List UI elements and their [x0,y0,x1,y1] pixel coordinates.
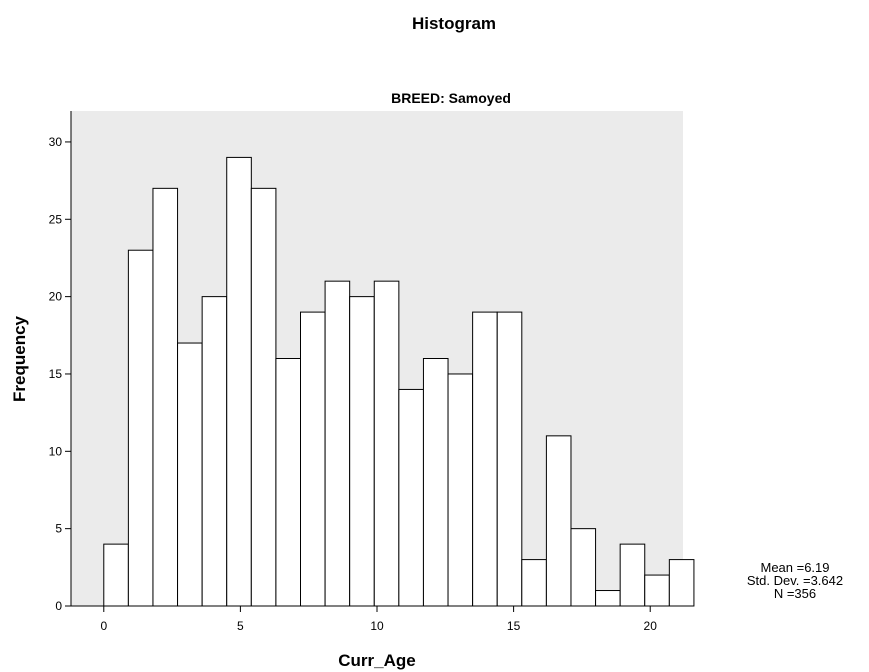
x-tick-label: 20 [644,619,658,633]
histogram-bar [152,187,179,607]
histogram-bar [570,528,597,607]
y-axis-label: Frequency [10,315,29,402]
histogram-bar [521,559,547,607]
histogram-bar [644,574,670,607]
stats-n: N =356 [773,586,817,601]
histogram-bar [250,187,277,607]
histogram-bar [103,543,129,607]
histogram-bar [275,358,301,607]
histogram-bar [349,296,375,607]
histogram-bar [545,435,572,607]
y-tick-label: 15 [49,367,63,381]
histogram-bar [127,249,154,607]
histogram-bar [668,559,695,607]
histogram-bar [300,311,326,607]
chart-subtitle: BREED: Samoyed [391,90,511,106]
y-tick-label: 25 [49,212,63,226]
x-tick-label: 10 [370,619,384,633]
stats-mean: Mean =6.19 [760,560,830,575]
histogram-bar [177,342,203,607]
histogram-bar [595,590,621,607]
x-tick-label: 15 [507,619,521,633]
y-tick-label: 10 [49,444,63,458]
x-axis-label: Curr_Age [338,651,415,670]
y-tick-label: 30 [49,135,63,149]
histogram-bar [398,388,424,607]
y-tick-label: 5 [55,522,62,536]
x-tick-label: 0 [100,619,107,633]
y-ticks-group: 0 5 10 15 20 25 30 [49,135,71,613]
histogram-bar [447,373,474,607]
histogram-bar [201,296,228,607]
histogram-bar [472,311,498,607]
histogram-bar [324,280,351,607]
stats-std-dev: Std. Dev. =3.642 [746,573,844,588]
histogram-bar [619,543,646,607]
y-tick-label: 0 [55,599,62,613]
x-ticks-group: 0 5 10 15 20 [100,606,657,633]
histogram-bar [422,358,449,607]
stats-box: Mean =6.19 Std. Dev. =3.642 N =356 [720,561,869,600]
histogram-bar [496,311,523,607]
bars-group [103,156,695,607]
histogram-bar [373,280,400,607]
y-tick-label: 20 [49,290,63,304]
x-tick-label: 5 [237,619,244,633]
chart-title: Histogram [412,14,496,33]
histogram-bar [226,156,252,607]
